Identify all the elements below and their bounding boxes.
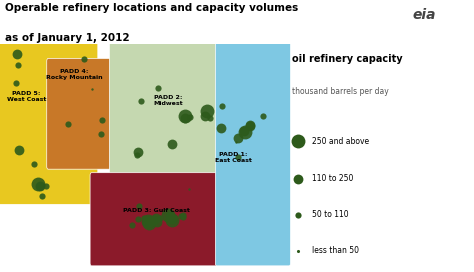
- Point: [169, 218, 176, 222]
- Point: [154, 86, 161, 91]
- Point: [219, 104, 226, 108]
- Point: [144, 219, 152, 223]
- Point: [64, 122, 72, 126]
- Point: [235, 155, 242, 159]
- Point: [170, 216, 178, 221]
- Text: as of January 1, 2012: as of January 1, 2012: [5, 33, 129, 43]
- Point: [166, 214, 174, 218]
- Point: [232, 140, 240, 144]
- Point: [246, 124, 254, 128]
- Point: [201, 114, 209, 119]
- FancyBboxPatch shape: [90, 173, 218, 266]
- Point: [97, 132, 105, 136]
- Point: [206, 116, 213, 120]
- Point: [156, 215, 164, 220]
- FancyBboxPatch shape: [215, 41, 291, 266]
- Point: [182, 116, 189, 120]
- Text: 110 to 250: 110 to 250: [312, 174, 353, 184]
- Point: [134, 153, 141, 157]
- Point: [146, 221, 153, 225]
- Point: [129, 222, 137, 227]
- Point: [135, 149, 142, 154]
- FancyBboxPatch shape: [47, 58, 112, 169]
- Text: 250 and above: 250 and above: [312, 137, 369, 146]
- Text: eia: eia: [412, 8, 436, 22]
- Text: less than 50: less than 50: [312, 246, 359, 255]
- Point: [135, 217, 142, 221]
- FancyBboxPatch shape: [0, 41, 98, 204]
- Point: [294, 249, 301, 253]
- Point: [218, 126, 225, 130]
- Point: [137, 98, 145, 103]
- Point: [146, 220, 154, 224]
- Point: [152, 215, 159, 220]
- FancyBboxPatch shape: [109, 41, 218, 178]
- Text: Operable refinery locations and capacity volumes: Operable refinery locations and capacity…: [5, 3, 298, 13]
- Point: [38, 193, 46, 198]
- Text: PADD 2:
Midwest: PADD 2: Midwest: [154, 95, 183, 106]
- Point: [234, 135, 242, 140]
- Point: [177, 214, 184, 218]
- Point: [88, 87, 95, 91]
- Text: 50 to 110: 50 to 110: [312, 210, 348, 220]
- Point: [98, 118, 106, 122]
- Text: thousand barrels per day: thousand barrels per day: [292, 87, 388, 96]
- Point: [294, 177, 301, 181]
- Point: [15, 148, 23, 152]
- Point: [203, 109, 211, 113]
- Point: [14, 63, 22, 67]
- Point: [30, 162, 37, 166]
- Point: [140, 216, 147, 221]
- Point: [185, 186, 192, 191]
- Point: [164, 213, 172, 217]
- Point: [246, 123, 253, 127]
- Point: [168, 217, 175, 221]
- Text: PADD 1:
East Coast: PADD 1: East Coast: [215, 152, 252, 163]
- Point: [186, 115, 194, 119]
- Text: PADD 3: Gulf Coast: PADD 3: Gulf Coast: [123, 208, 190, 213]
- Point: [13, 81, 20, 85]
- Point: [259, 114, 266, 119]
- Point: [294, 213, 301, 217]
- Text: PADD 4:
Rocky Mountain: PADD 4: Rocky Mountain: [46, 69, 103, 80]
- Point: [240, 128, 247, 133]
- Point: [36, 184, 43, 188]
- Point: [81, 57, 88, 61]
- Text: PADD 5:
West Coast: PADD 5: West Coast: [7, 91, 46, 102]
- Point: [181, 113, 189, 118]
- Point: [179, 214, 187, 219]
- Point: [241, 130, 249, 134]
- Point: [136, 204, 143, 208]
- Point: [294, 139, 301, 144]
- Point: [153, 220, 160, 224]
- Point: [34, 182, 41, 186]
- Point: [150, 218, 158, 222]
- Point: [42, 184, 50, 188]
- Point: [13, 52, 21, 56]
- Point: [169, 141, 176, 146]
- Text: oil refinery capacity: oil refinery capacity: [292, 54, 402, 64]
- Point: [179, 213, 186, 217]
